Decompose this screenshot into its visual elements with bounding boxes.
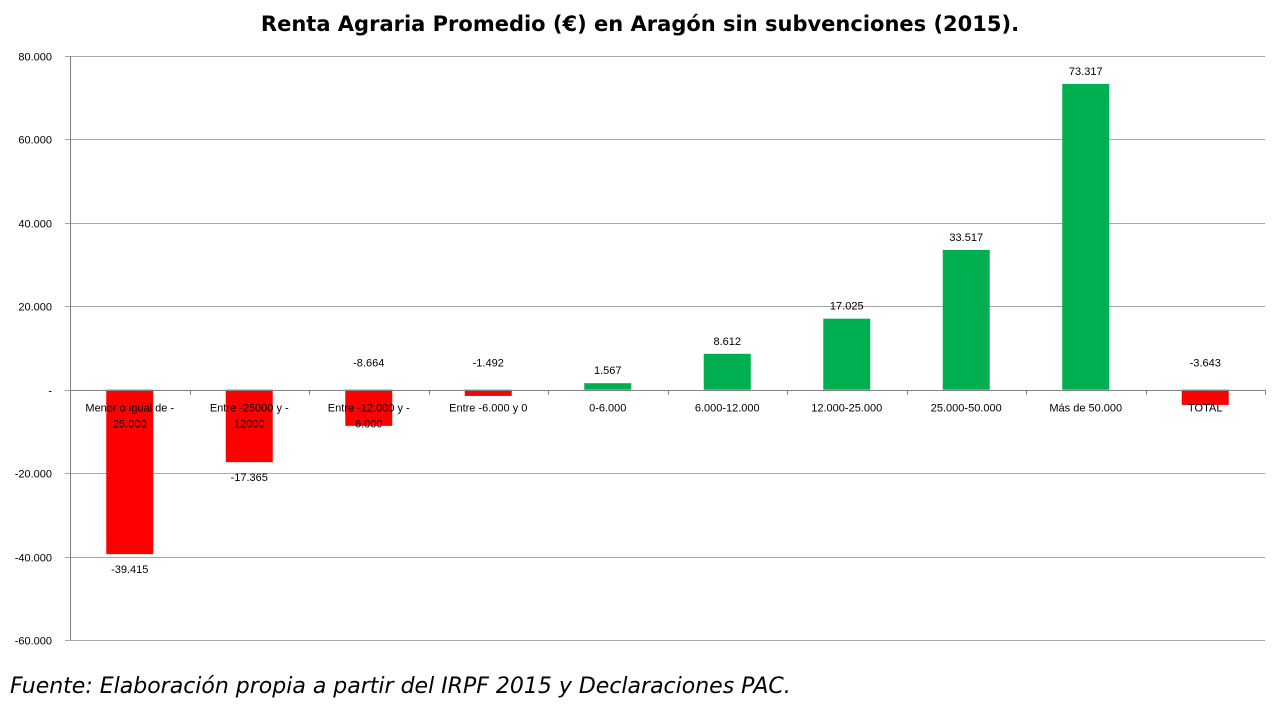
data-label: -1.492 xyxy=(473,358,504,370)
bar xyxy=(1181,389,1229,405)
category-label: Más de 50.000 xyxy=(1049,403,1122,415)
bars xyxy=(106,83,1229,555)
category-label: 0-6.000 xyxy=(589,403,626,415)
category-label: Entre -25000 y -12000 xyxy=(210,403,289,431)
labels: 80.000 60.000 40.000 20.000 - -20.000 -40.000 -… xyxy=(15,52,1223,648)
bar xyxy=(106,389,154,555)
y-tick-label: -20.000 xyxy=(15,469,52,481)
source-note: Fuente: Elaboración propia a partir del … xyxy=(10,674,791,699)
data-label: -17.365 xyxy=(231,472,268,484)
bar xyxy=(703,353,751,390)
bar xyxy=(584,383,632,390)
axes xyxy=(70,56,1266,640)
bar xyxy=(345,389,393,426)
y-tick-label: 20.000 xyxy=(18,302,52,314)
y-tick-label: -60.000 xyxy=(15,636,52,648)
y-tick-label: - xyxy=(48,386,52,398)
category-label: Menor o igual de -25.000 xyxy=(85,403,174,431)
category-label: 6.000-12.000 xyxy=(695,403,760,415)
data-label: -8.664 xyxy=(353,358,384,370)
gridlines xyxy=(65,56,1265,641)
bar-chart: 80.000 60.000 40.000 20.000 - -20.000 -40.000 -… xyxy=(15,52,1266,648)
bar xyxy=(1062,83,1110,390)
data-label: -39.415 xyxy=(111,564,148,576)
bar xyxy=(823,318,871,390)
y-tick-label: -40.000 xyxy=(15,553,52,565)
data-label: 1.567 xyxy=(594,365,622,377)
category-label: 12.000-25.000 xyxy=(811,403,882,415)
y-tick-label: 80.000 xyxy=(18,52,52,64)
data-label: -3.643 xyxy=(1190,358,1221,370)
y-tick-label: 60.000 xyxy=(18,135,52,147)
data-label: 8.612 xyxy=(713,336,741,348)
category-label: TOTAL xyxy=(1188,403,1222,415)
chart-title: Renta Agraria Promedio (€) en Aragón sin… xyxy=(260,12,1020,36)
y-tick-label: 40.000 xyxy=(18,219,52,231)
data-label: 33.517 xyxy=(949,232,983,244)
category-label: Entre -6.000 y 0 xyxy=(449,403,527,415)
bar xyxy=(225,389,273,463)
category-label: 25.000-50.000 xyxy=(931,403,1002,415)
data-label: 17.025 xyxy=(830,301,864,313)
bar xyxy=(942,249,990,390)
data-label: 73.317 xyxy=(1069,66,1103,78)
category-label: Entre -12.000 y -6.000 xyxy=(328,403,410,431)
bar xyxy=(464,389,512,396)
